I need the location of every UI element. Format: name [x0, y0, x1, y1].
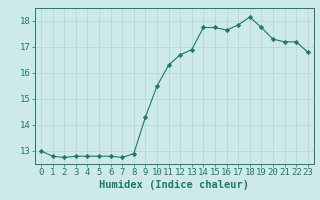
- X-axis label: Humidex (Indice chaleur): Humidex (Indice chaleur): [100, 180, 249, 190]
